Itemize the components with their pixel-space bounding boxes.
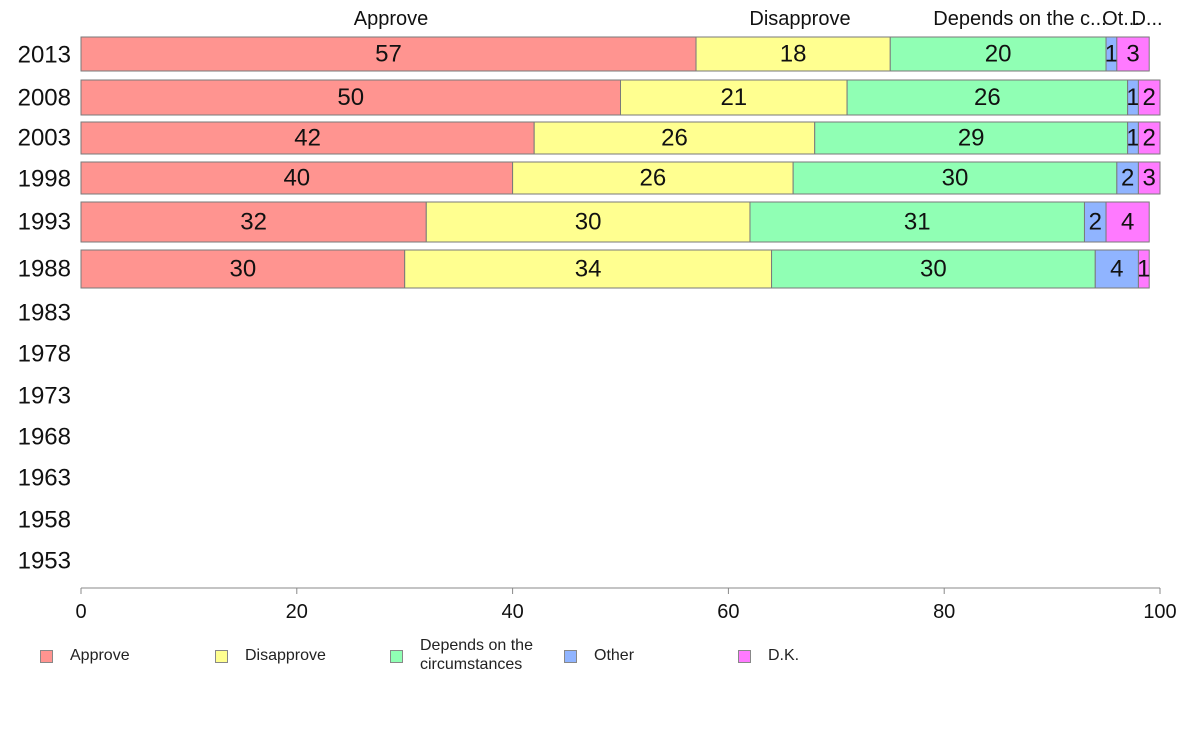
legend-label-depends-line1: Depends on the	[420, 637, 533, 654]
bar-1988-depends-on-the-circumstances	[771, 249, 1096, 289]
x-tick-label-40: 40	[501, 601, 523, 623]
data-label-1998-disapprove: 26	[640, 165, 667, 192]
data-label-2013-approve: 57	[375, 41, 402, 68]
data-label-1993-depends-on-the-circumstances: 31	[904, 209, 931, 236]
legend-item-other: Other	[564, 636, 734, 665]
data-label-1988-depends-on-the-circumstances: 30	[920, 256, 947, 283]
bar-1988-disapprove	[404, 249, 773, 289]
bar-2008-d-k	[1137, 79, 1161, 116]
y-tick-label-1998: 1998	[18, 166, 71, 193]
legend: Approve Disapprove Depends on the circum…	[0, 636, 1188, 696]
data-label-1998-other: 2	[1121, 165, 1134, 192]
data-label-2013-other: 1	[1105, 41, 1118, 68]
data-label-2003-d-k: 2	[1143, 125, 1156, 152]
legend-swatch-disapprove	[215, 650, 228, 663]
legend-item-disapprove: Disapprove	[215, 636, 385, 665]
data-label-2013-depends-on-the-circumstances: 20	[985, 41, 1012, 68]
data-label-1993-approve: 32	[240, 209, 267, 236]
legend-swatch-other	[564, 650, 577, 663]
legend-label-depends-line2: circumstances	[420, 656, 523, 673]
bar-2013-disapprove	[695, 36, 891, 72]
legend-item-dk: D.K.	[738, 636, 908, 665]
data-label-2013-disapprove: 18	[780, 41, 807, 68]
top-series-label-1: Disapprove	[749, 8, 850, 30]
legend-label-approve: Approve	[70, 647, 130, 664]
data-label-1988-d-k: 1	[1137, 256, 1150, 283]
bar-1993-d-k	[1105, 201, 1150, 243]
data-label-2013-d-k: 3	[1126, 41, 1139, 68]
bar-2013-depends-on-the-circumstances	[889, 36, 1107, 72]
bar-2003-approve	[80, 121, 535, 155]
bar-2008-approve	[80, 79, 621, 116]
data-label-2008-disapprove: 21	[720, 84, 747, 111]
data-label-1998-d-k: 3	[1143, 165, 1156, 192]
bar-2003-d-k	[1137, 121, 1161, 155]
y-tick-label-2008: 2008	[18, 85, 71, 112]
data-label-1993-other: 2	[1089, 209, 1102, 236]
bar-1993-disapprove	[425, 201, 751, 243]
x-tick-label-100: 100	[1143, 601, 1176, 623]
data-label-1993-disapprove: 30	[575, 209, 602, 236]
data-label-2003-approve: 42	[294, 125, 321, 152]
y-tick-label-1958: 1958	[18, 507, 71, 534]
data-label-2008-approve: 50	[337, 84, 364, 111]
bar-2008-depends-on-the-circumstances	[846, 79, 1129, 116]
y-tick-label-2003: 2003	[18, 125, 71, 152]
data-label-2008-depends-on-the-circumstances: 26	[974, 84, 1001, 111]
bar-2013-approve	[80, 36, 697, 72]
legend-swatch-approve	[40, 650, 53, 663]
bar-1988-approve	[80, 249, 406, 289]
data-label-1998-depends-on-the-circumstances: 30	[942, 165, 969, 192]
y-tick-label-1968: 1968	[18, 424, 71, 451]
top-series-label-0: Approve	[354, 8, 429, 30]
top-series-label-4: D...	[1131, 8, 1162, 30]
legend-label-disapprove: Disapprove	[245, 647, 326, 664]
x-tick-label-80: 80	[933, 601, 955, 623]
bar-1998-approve	[80, 161, 514, 195]
bar-2008-disapprove	[620, 79, 848, 116]
data-label-2008-d-k: 2	[1143, 84, 1156, 111]
y-tick-label-1993: 1993	[18, 209, 71, 236]
bar-2003-depends-on-the-circumstances	[814, 121, 1129, 155]
y-tick-label-2013: 2013	[18, 42, 71, 69]
bar-1993-depends-on-the-circumstances	[749, 201, 1085, 243]
legend-swatch-dk	[738, 650, 751, 663]
y-tick-label-1978: 1978	[18, 341, 71, 368]
x-tick-label-60: 60	[717, 601, 739, 623]
bar-1998-depends-on-the-circumstances	[792, 161, 1118, 195]
data-label-1993-d-k: 4	[1121, 209, 1134, 236]
bar-2013-d-k	[1116, 36, 1150, 72]
data-label-2003-other: 1	[1126, 125, 1139, 152]
legend-label-depends: Depends on the circumstances	[420, 636, 560, 674]
bar-1998-disapprove	[512, 161, 794, 195]
bar-1988-other	[1094, 249, 1139, 289]
data-label-1988-approve: 30	[229, 256, 256, 283]
legend-swatch-depends	[390, 650, 403, 663]
bar-1998-d-k	[1137, 161, 1161, 195]
legend-label-dk: D.K.	[768, 647, 800, 664]
data-label-1988-other: 4	[1110, 256, 1123, 283]
x-tick-label-20: 20	[286, 601, 308, 623]
data-label-2008-other: 1	[1126, 84, 1139, 111]
data-label-2003-depends-on-the-circumstances: 29	[958, 125, 985, 152]
x-tick-label-0: 0	[75, 601, 86, 623]
legend-label-other: Other	[594, 647, 635, 664]
y-tick-label-1973: 1973	[18, 383, 71, 410]
bar-2003-disapprove	[533, 121, 816, 155]
y-tick-label-1988: 1988	[18, 256, 71, 283]
bar-1988-d-k	[1137, 249, 1150, 289]
y-tick-label-1983: 1983	[18, 300, 71, 327]
data-label-1988-disapprove: 34	[575, 256, 602, 283]
top-series-label-3: Ot...	[1102, 8, 1140, 30]
top-series-label-2: Depends on the c...	[933, 8, 1106, 30]
legend-item-depends: Depends on the circumstances	[390, 636, 560, 674]
legend-item-approve: Approve	[40, 636, 210, 665]
data-label-2003-disapprove: 26	[661, 125, 688, 152]
data-label-1998-approve: 40	[283, 165, 310, 192]
y-tick-label-1953: 1953	[18, 548, 71, 575]
y-tick-label-1963: 1963	[18, 465, 71, 492]
